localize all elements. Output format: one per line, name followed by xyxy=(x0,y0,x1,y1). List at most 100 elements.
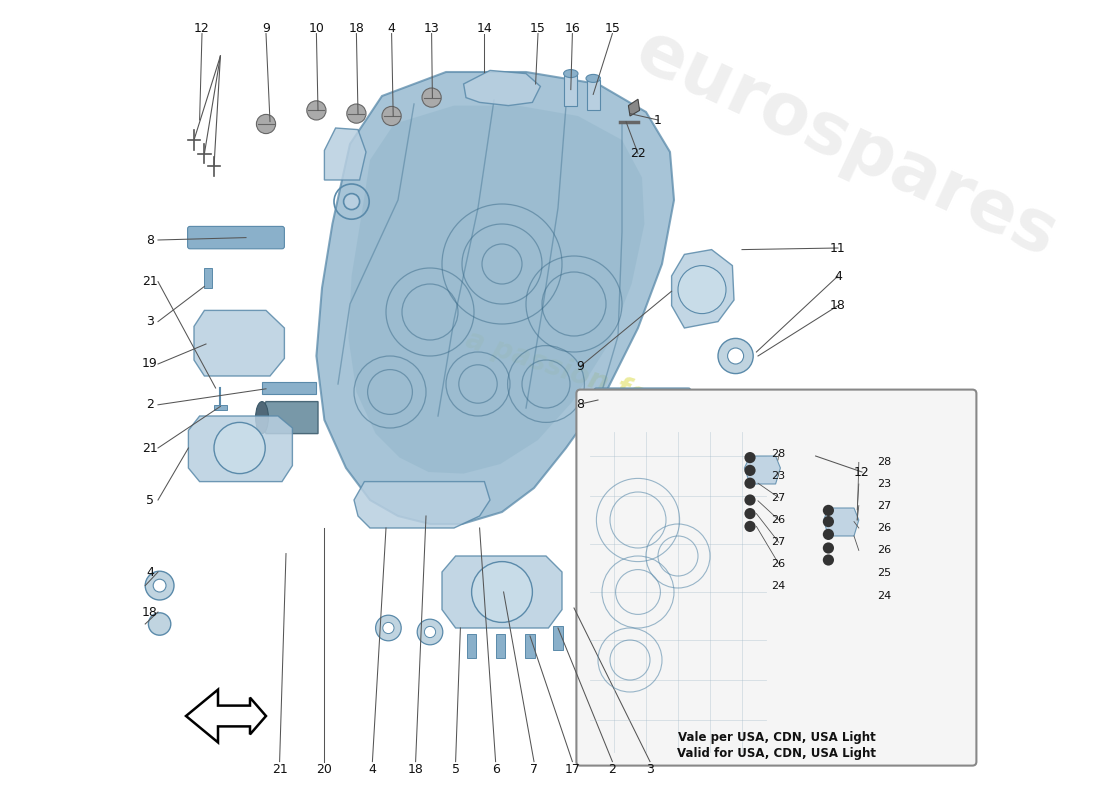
Polygon shape xyxy=(188,416,293,482)
Circle shape xyxy=(745,508,756,519)
Text: 21: 21 xyxy=(142,442,158,454)
Text: 3: 3 xyxy=(146,315,154,328)
Circle shape xyxy=(375,615,402,641)
Text: 12: 12 xyxy=(194,22,210,34)
Polygon shape xyxy=(324,128,366,180)
Polygon shape xyxy=(672,250,734,328)
Circle shape xyxy=(346,104,366,123)
Text: 8: 8 xyxy=(146,234,154,246)
Circle shape xyxy=(718,338,754,374)
Polygon shape xyxy=(194,310,285,376)
Circle shape xyxy=(727,348,744,364)
Polygon shape xyxy=(628,99,639,116)
Text: 12: 12 xyxy=(854,466,870,478)
Text: 9: 9 xyxy=(576,360,584,373)
Text: 26: 26 xyxy=(878,523,891,533)
Text: 24: 24 xyxy=(771,581,785,590)
Text: 17: 17 xyxy=(564,763,581,776)
Text: 18: 18 xyxy=(408,763,424,776)
Circle shape xyxy=(823,529,834,540)
Text: 13: 13 xyxy=(424,22,440,34)
Text: 26: 26 xyxy=(771,515,785,525)
Text: 14: 14 xyxy=(476,22,493,34)
Text: 28: 28 xyxy=(771,450,785,459)
Text: a passion for parts: a passion for parts xyxy=(462,325,750,443)
Text: 8: 8 xyxy=(576,398,584,410)
Polygon shape xyxy=(745,456,780,484)
Text: 4: 4 xyxy=(368,763,376,776)
Text: 21: 21 xyxy=(272,763,287,776)
FancyBboxPatch shape xyxy=(576,390,977,766)
Text: 11: 11 xyxy=(830,242,846,254)
Polygon shape xyxy=(354,482,490,528)
Text: 5: 5 xyxy=(452,763,460,776)
FancyBboxPatch shape xyxy=(188,226,285,249)
Text: 20: 20 xyxy=(317,763,332,776)
Bar xyxy=(553,626,563,650)
Bar xyxy=(496,634,505,658)
Text: 23: 23 xyxy=(878,479,891,489)
Text: 4: 4 xyxy=(146,566,154,578)
Circle shape xyxy=(343,194,360,210)
Text: 25: 25 xyxy=(878,568,891,578)
Circle shape xyxy=(823,505,834,516)
Circle shape xyxy=(153,579,166,592)
Text: eurospares: eurospares xyxy=(625,16,1068,272)
Text: 2: 2 xyxy=(608,763,616,776)
Bar xyxy=(214,405,227,410)
Text: 18: 18 xyxy=(349,22,364,34)
Bar xyxy=(525,634,535,658)
Polygon shape xyxy=(442,556,562,628)
Circle shape xyxy=(307,101,326,120)
Text: since 1985: since 1985 xyxy=(602,441,770,519)
FancyBboxPatch shape xyxy=(594,388,691,410)
Text: 18: 18 xyxy=(830,299,846,312)
Circle shape xyxy=(745,465,756,476)
Circle shape xyxy=(745,521,756,532)
Circle shape xyxy=(425,626,436,638)
Circle shape xyxy=(745,494,756,506)
Text: 27: 27 xyxy=(771,493,785,502)
Text: 21: 21 xyxy=(142,275,158,288)
Circle shape xyxy=(823,542,834,554)
Circle shape xyxy=(214,422,265,474)
Ellipse shape xyxy=(586,74,601,82)
Text: Vale per USA, CDN, USA Light: Vale per USA, CDN, USA Light xyxy=(678,731,876,744)
Text: 24: 24 xyxy=(878,591,891,601)
Text: 6: 6 xyxy=(492,763,499,776)
Text: 18: 18 xyxy=(142,606,158,618)
Bar xyxy=(205,268,212,288)
Text: 27: 27 xyxy=(771,538,785,547)
Circle shape xyxy=(745,452,756,463)
Bar xyxy=(586,80,600,110)
Text: 16: 16 xyxy=(564,22,581,34)
Circle shape xyxy=(678,266,726,314)
Polygon shape xyxy=(463,70,540,106)
Circle shape xyxy=(422,88,441,107)
Polygon shape xyxy=(317,72,674,524)
Polygon shape xyxy=(349,106,645,474)
Ellipse shape xyxy=(563,70,578,78)
Circle shape xyxy=(256,114,276,134)
Text: 10: 10 xyxy=(308,22,324,34)
Bar xyxy=(564,75,578,106)
Text: 19: 19 xyxy=(142,358,158,370)
Text: 7: 7 xyxy=(530,763,538,776)
Text: 28: 28 xyxy=(878,458,891,467)
Text: 27: 27 xyxy=(878,501,891,510)
Text: 4: 4 xyxy=(834,270,842,282)
Circle shape xyxy=(382,106,402,126)
Polygon shape xyxy=(261,402,318,434)
Polygon shape xyxy=(186,690,266,742)
Text: 22: 22 xyxy=(630,147,646,160)
Polygon shape xyxy=(824,508,859,536)
Text: 9: 9 xyxy=(262,22,270,34)
Circle shape xyxy=(148,613,170,635)
Circle shape xyxy=(823,554,834,566)
Circle shape xyxy=(823,516,834,527)
Circle shape xyxy=(145,571,174,600)
Polygon shape xyxy=(262,382,317,394)
Text: 26: 26 xyxy=(878,546,891,555)
Text: 23: 23 xyxy=(771,471,785,481)
Circle shape xyxy=(417,619,443,645)
